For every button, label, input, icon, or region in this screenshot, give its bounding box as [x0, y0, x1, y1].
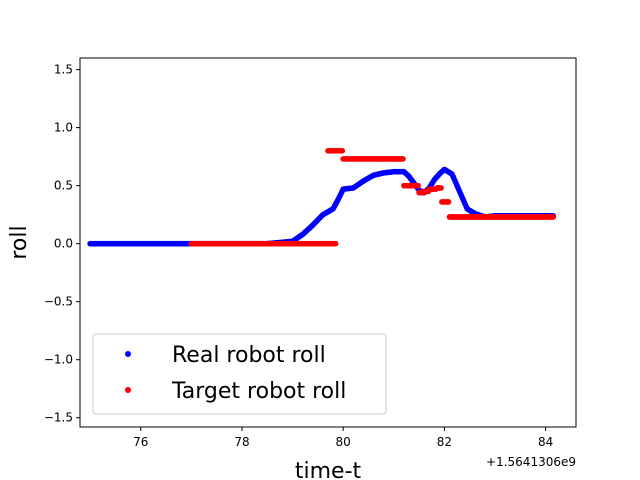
y-tick-label: −1.5: [44, 411, 73, 425]
data-point: [400, 156, 406, 162]
legend-marker-target: [125, 387, 131, 393]
x-tick-label: 84: [538, 435, 553, 449]
y-tick-label: −0.5: [44, 295, 73, 309]
data-point: [438, 185, 444, 191]
y-tick-label: 1.0: [54, 121, 73, 135]
data-point: [339, 148, 346, 154]
plot-area: [79, 57, 577, 428]
x-axis-label: time-t: [295, 459, 362, 480]
x-tick-label: 78: [234, 435, 249, 449]
data-point: [415, 182, 421, 189]
y-tick-label: 0.5: [54, 179, 73, 193]
legend: Real robot roll Target robot roll: [92, 333, 387, 415]
legend-marker-real: [125, 351, 131, 357]
x-tick-label: 80: [336, 435, 351, 449]
series-target-robot-roll: [188, 148, 557, 247]
data-point: [332, 240, 339, 247]
x-tick-label: 76: [133, 435, 148, 449]
y-tick-label: 0.0: [54, 237, 73, 251]
y-tick-label: −1.0: [44, 353, 73, 367]
legend-label-real: Real robot roll: [172, 343, 326, 368]
series-layer: [87, 148, 557, 247]
x-axis: 76 78 80 82 84: [133, 427, 553, 449]
data-point: [445, 199, 452, 205]
y-tick-label: 1.5: [54, 63, 73, 77]
y-axis-label: roll: [7, 225, 32, 259]
x-tick-label: 82: [437, 435, 452, 449]
legend-label-target: Target robot roll: [171, 379, 346, 404]
data-point: [550, 214, 557, 220]
x-axis-offset-label: +1.5641306e9: [486, 455, 576, 469]
series-real-robot-roll: [87, 166, 557, 247]
legend-box: [92, 333, 387, 415]
y-axis: −1.5 −1.0 −0.5 0.0 0.5 1.0 1.5: [44, 63, 80, 425]
